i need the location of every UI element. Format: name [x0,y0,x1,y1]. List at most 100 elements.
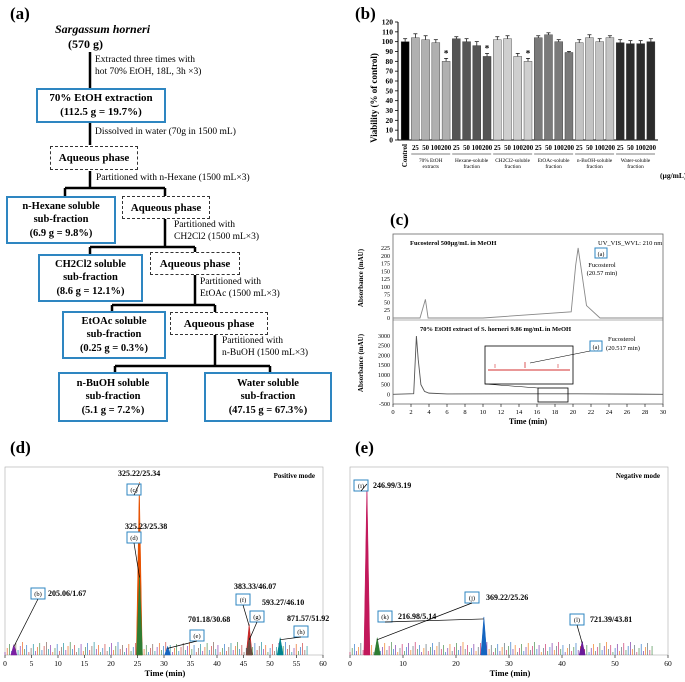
negative-x-label: Time (min) [490,668,531,678]
viability-bar [585,37,594,141]
hplc-x-label: Time (min) [509,417,548,426]
negative-traces [349,481,653,656]
peak-tag-box-bottom [589,340,603,352]
peak-tag: (h) [297,629,305,636]
group-label: n-BuOH-soluble [577,158,613,164]
aqueous-phase-2: Aqueous phase [122,196,210,219]
hplc-x-tick: 20 [570,409,577,416]
dose-label: 100 [513,145,524,152]
top-y-tick: 50 [384,300,390,306]
ms-x-tick: 15 [81,659,89,668]
step-etoac-line1: Partitioned with [200,277,261,287]
group-label: fraction [504,163,521,170]
ms-x-tick: 20 [107,659,115,668]
viability-bars: Control 25 50 100*200 25 50 100*200 25 50 100*200… [400,32,657,170]
fucosterol-label-bottom: Fucosterol [608,336,636,343]
hplc-x-tick: 28 [642,409,649,416]
dose-label: 100 [595,145,606,152]
y-tick-label: 40 [386,96,394,105]
ms-x-tick: 0 [348,659,352,668]
y-tick-label: 80 [386,57,394,66]
fucosterol-label-top: Fucosterol [588,262,616,269]
bottom-y-tick: 2500 [378,344,390,350]
viability-bar [554,41,563,141]
peak-tag-top: (a) [598,251,605,258]
peak-annotation: 701.18/30.68 [188,615,230,624]
peak-tag: (f) [240,597,247,604]
viability-bar [513,56,522,141]
water-box: Water soluble sub-fraction (47.15 g = 67.3… [204,372,332,422]
ms-peak [363,481,371,656]
peak-leader [377,602,473,641]
peak-leader [13,598,39,647]
etoh-extraction-box: 70% EtOH extraction (112.5 g = 19.7%) [36,88,166,123]
viability-bar [605,37,615,141]
aqueous-phase-1: Aqueous phase [50,146,138,170]
positive-x-label: Time (min) [145,668,186,678]
top-y-tick: 25 [384,308,390,314]
viability-bar [626,43,635,141]
group-label: fraction [627,163,644,170]
etoac-sub: sub-fraction [86,329,142,341]
dose-label: 25 [412,145,419,152]
viability-bar [534,37,543,141]
control-label: Control [401,144,409,167]
hplc-x-tick: 8 [463,409,466,416]
panel-c-label: (c) [390,210,409,229]
bottom-y-tick: 2000 [378,353,390,359]
ms-peak [10,643,18,656]
peak-tag: (j) [469,595,475,602]
peak-annotation: 325.23/25.38 [125,522,167,531]
step-ch2cl2: Partitioned with CH2Cl2 (1500 mL×3) [174,220,259,244]
ch2cl2-box: CH2Cl2 soluble sub-fraction (8.6 g = 12.1%… [38,254,143,302]
viability-bar [646,41,656,141]
detector-label: UV_VIS_WVL: 210 nm [598,240,662,247]
y-tick-label: 20 [386,116,394,125]
top-y-tick: 175 [381,262,390,268]
negative-mode-chromatogram: Negative mode (i) 246.99/3.19 (j) 369.22/25… [348,466,672,678]
step-etoac: Partitioned with EtOAc (1500 mL×3) [200,277,280,301]
ms-x-tick: 30 [505,659,513,668]
buoh-title: n-BuOH soluble [76,378,150,390]
step-ch2cl2-line2: CH2Cl2 (1500 mL×3) [174,231,260,242]
dose-label: 50 [504,145,511,152]
peak-tag: (l) [574,617,580,624]
viability-bar [493,39,502,141]
viability-bar [564,52,574,141]
negative-annotations: (i) 246.99/3.19 (j) 369.22/25.26 (k) 216.98/5… [353,479,632,644]
hplc-x-tick: 14 [516,409,523,416]
y-tick-label: 70 [386,67,394,76]
flow-lines [63,52,272,372]
y-tick-label: 10 [386,126,394,135]
etoac-box: EtOAc soluble sub-fraction (0.25 g = 0.3%) [62,311,166,359]
top-y-tick: 0 [387,316,390,322]
hplc-x-ticks: 0 2 4 6 8 10 12 14 16 18 20 22 24 26 28 30 [391,404,666,416]
source-mass: (570 g) [68,37,103,51]
hplc-x-tick: 6 [445,409,449,416]
top-y-label: Absorbance (mAU) [357,248,365,307]
ms-x-tick: 25 [134,659,142,668]
viability-bar [615,42,625,141]
group-label: fraction [545,163,562,170]
dose-label: 200 [523,145,534,152]
top-y-tick: 200 [381,254,390,260]
viability-bar [523,61,533,141]
dose-label: 50 [586,145,593,152]
group-label: extracts [422,164,438,170]
ms-x-tick: 30 [160,659,168,668]
y-tick-label: 110 [382,27,393,36]
hexane-yield: (6.9 g = 9.8%) [29,227,93,239]
y-tick-label: 50 [386,86,394,95]
top-y-tick: 150 [381,269,390,275]
hplc-x-tick: 2 [409,409,412,416]
bottom-y-tick: 0 [387,392,390,398]
dose-label: 50 [545,145,552,152]
viability-bar [411,37,420,141]
extract-trace [392,335,664,395]
ms-x-tick: 50 [266,659,274,668]
panel-d-label: (d) [10,438,31,457]
viability-bar [421,39,430,141]
peak-leader [167,640,198,649]
ms-peak [480,616,488,656]
step-extract-line1: Extracted three times with [95,55,195,65]
